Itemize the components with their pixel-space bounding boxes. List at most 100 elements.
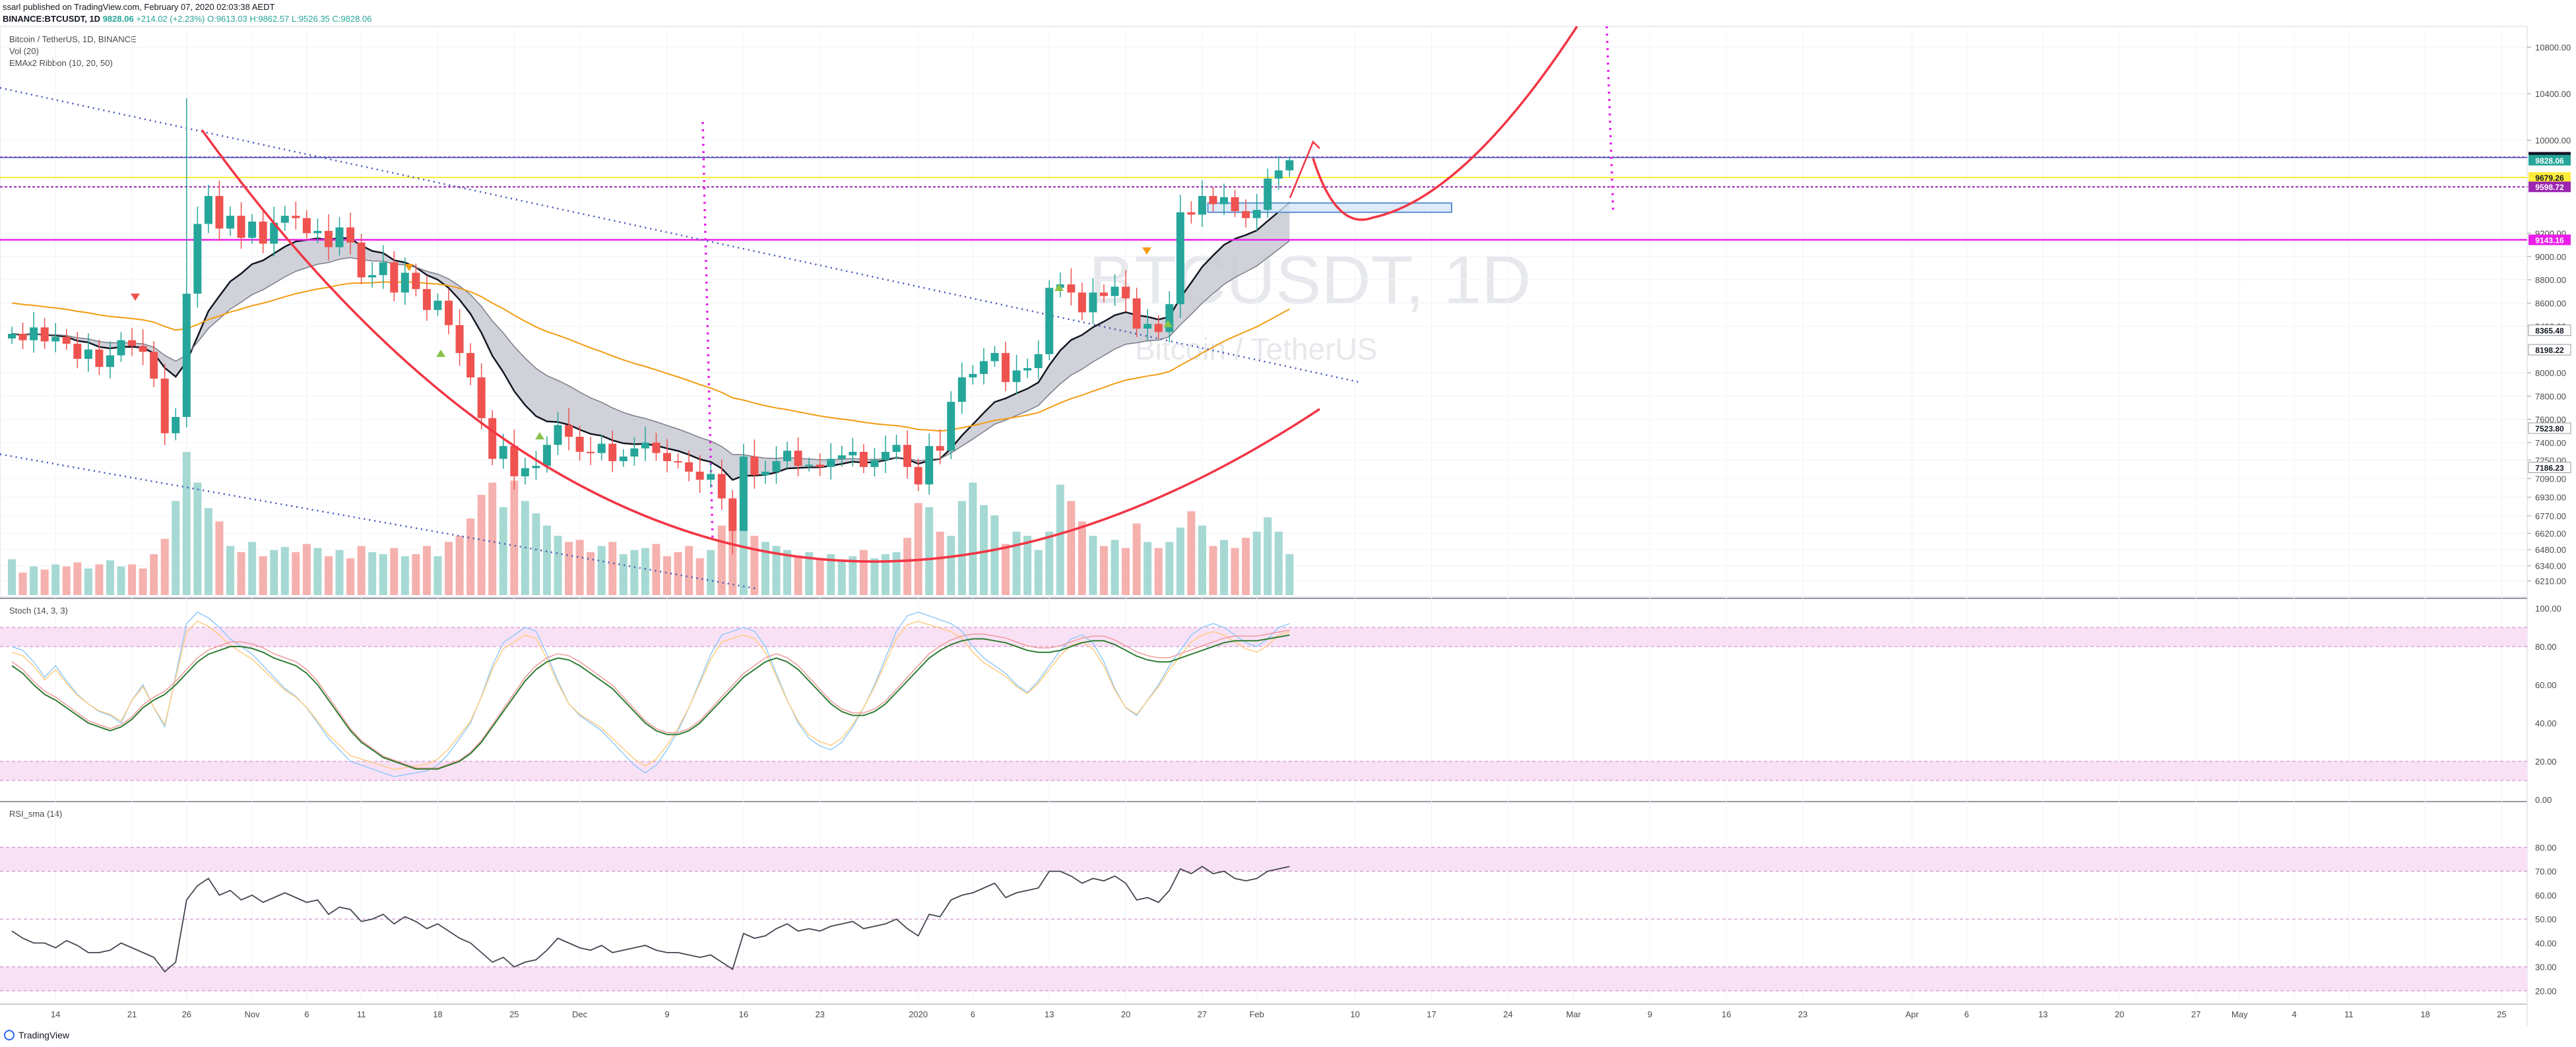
volume-bar [1002, 544, 1010, 595]
candle-body [717, 474, 726, 499]
watermark-symbol: BTCUSDT, 1D [1089, 242, 1531, 319]
candle-body [1143, 324, 1152, 329]
candle-body [215, 196, 224, 229]
time-tick-label: 23 [1798, 1009, 1807, 1019]
time-tick-label: May [2232, 1009, 2248, 1019]
drawings [131, 26, 1578, 563]
time-tick-label: 6 [1964, 1009, 1969, 1019]
time-tick-label: 23 [815, 1009, 824, 1019]
time-tick-label: 18 [433, 1009, 442, 1019]
candle-body [1154, 324, 1163, 333]
candle-body [467, 353, 475, 378]
rsi-tick-label: 80.00 [2535, 842, 2557, 852]
volume-bar [128, 564, 137, 595]
candle-body [870, 460, 879, 467]
time-tick-label: Nov [245, 1009, 261, 1019]
volume-bar [914, 503, 922, 595]
time-tick-label: Feb [1249, 1009, 1264, 1019]
volume-bar [1198, 525, 1206, 595]
candle-body [837, 455, 846, 459]
candle-body [313, 230, 322, 234]
time-axis[interactable]: 14 21 26 Nov 6 11 18 25 Dec 9 16 23 2020 6 13 20 27 Feb 10… [51, 1009, 2507, 1019]
candle-body [445, 300, 453, 325]
candle-body [685, 462, 693, 472]
volume-bar [1242, 538, 1250, 595]
candle-body [805, 464, 814, 466]
volume-bar [357, 546, 366, 595]
volume-legend-text: Vol (20) [9, 46, 39, 56]
rsi-tick-label: 70.00 [2535, 867, 2557, 877]
candle-body [237, 216, 245, 238]
price-tick-label: 10400.00 [2535, 89, 2571, 99]
volume-bar [1056, 484, 1064, 595]
published-line: ssarl published on TradingView.com, Febr… [3, 2, 274, 12]
volume-bar [335, 550, 344, 595]
volume-bar [1220, 540, 1229, 595]
stoch-d-line [11, 634, 1290, 770]
candle-body [892, 445, 901, 452]
time-tick-label: 13 [1045, 1009, 1054, 1019]
tradingview-logo[interactable]: TradingView [4, 1030, 70, 1040]
price-tick-label: 7600.00 [2535, 415, 2566, 425]
price-axis[interactable]: 10800.0010400.0010000.009600.009200.0090… [2527, 42, 2571, 587]
rsi-legend[interactable]: RSI_sma (14) [9, 809, 62, 819]
candle-body [1100, 292, 1108, 296]
candle-body [641, 442, 649, 449]
price-label-text: 7186.23 [2535, 464, 2564, 473]
main-series-legend[interactable]: Bitcoin / TetherUS, 1D, BINANCE [9, 34, 137, 44]
candle-body [630, 448, 639, 457]
time-tick-label: 20 [2115, 1009, 2124, 1019]
signal-triangle [535, 432, 544, 439]
ema-50-line [11, 281, 1290, 432]
symbol-text[interactable]: BINANCE:BTCUSDT, 1D [3, 14, 101, 24]
stoch-oversold-band [0, 761, 2527, 780]
candle-body [990, 353, 999, 362]
volume-legend[interactable]: Vol (20) [9, 46, 39, 56]
stoch-legend[interactable]: Stoch (14, 3, 3) [9, 606, 68, 616]
signal-triangle [404, 264, 414, 271]
volume-bar [390, 548, 399, 595]
stoch-k-line [11, 611, 1290, 777]
volume-bar [259, 556, 267, 595]
candle-body [969, 373, 977, 378]
volume-bar [750, 536, 759, 595]
tradingview-logo-icon [4, 1030, 15, 1040]
time-tick-label: 6 [304, 1009, 309, 1019]
candle-body [794, 451, 802, 466]
price-label-text: 9598.72 [2535, 183, 2564, 192]
candle-body [663, 453, 671, 462]
volume-bar [237, 552, 245, 595]
candle-body [936, 446, 944, 451]
volume-bar [1132, 523, 1141, 595]
candle-body [412, 272, 420, 290]
rsi-legend-text: RSI_sma (14) [9, 809, 63, 819]
volume-bar [434, 556, 442, 595]
candle-body [259, 221, 267, 244]
volume-bar [204, 508, 212, 595]
time-tick-label: Mar [1566, 1009, 1581, 1019]
volume-bar [859, 550, 868, 595]
volume-bar [346, 558, 355, 595]
candle-body [979, 361, 988, 374]
time-tick-label: 20 [1121, 1009, 1130, 1019]
cup-arc [201, 129, 1320, 563]
volume-bar [947, 536, 955, 595]
volume-bar [73, 562, 82, 595]
volume-bar [1111, 540, 1119, 595]
stoch-tick-label: 20.00 [2535, 757, 2557, 767]
volume-bar [467, 518, 475, 595]
candle-body [1220, 197, 1229, 205]
volume-bar [805, 552, 814, 595]
time-tick-label: 25 [2497, 1009, 2506, 1019]
volume-bar [182, 452, 191, 595]
price-tick-label: 6340.00 [2535, 561, 2566, 571]
price-tick-label: 6930.00 [2535, 493, 2566, 503]
price-label-text: 9828.06 [2535, 156, 2564, 166]
ribbon-legend[interactable]: EMAx2 Ribbon (10, 20, 50) [9, 58, 113, 68]
volume-bar [51, 564, 60, 595]
volume-bar [150, 554, 158, 595]
volume-bar [532, 513, 540, 595]
time-tick-label: 9 [664, 1009, 669, 1019]
